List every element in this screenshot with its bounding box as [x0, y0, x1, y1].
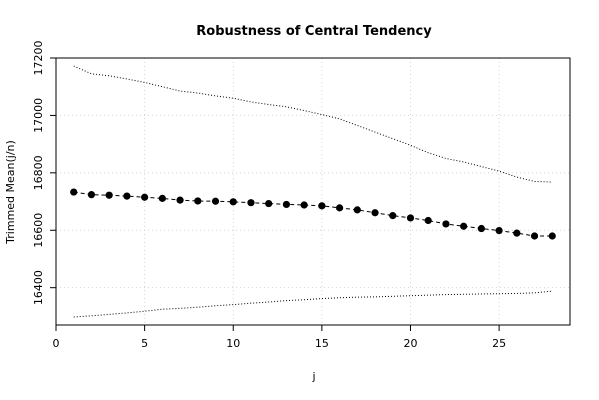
- series-layer: [70, 65, 556, 318]
- grid: [55, 57, 570, 325]
- y-tick-label: 16400: [32, 270, 45, 305]
- data-point: [389, 212, 397, 220]
- data-point: [300, 201, 308, 209]
- data-point: [282, 200, 291, 209]
- y-axis-label: Trimmed Mean(j/n): [4, 140, 17, 245]
- data-point: [406, 214, 415, 222]
- x-tick-label: 25: [492, 337, 506, 350]
- x-tick-label: 20: [403, 337, 417, 350]
- data-point: [87, 191, 96, 199]
- data-point: [530, 232, 539, 240]
- data-point: [371, 209, 379, 217]
- chart-title: Robustness of Central Tendency: [196, 24, 432, 39]
- data-point: [265, 199, 273, 208]
- data-point: [548, 232, 556, 240]
- data-point: [194, 197, 202, 205]
- data-point: [353, 206, 361, 214]
- data-point: [442, 220, 450, 228]
- series-line-1: [73, 65, 553, 183]
- data-point: [229, 198, 237, 206]
- y-tick-label: 16800: [32, 155, 45, 190]
- data-point: [123, 192, 131, 200]
- data-point: [335, 204, 344, 212]
- x-axis: 0 5 10 15 20 25: [53, 325, 506, 350]
- x-tick-label: 10: [226, 337, 240, 350]
- series-line-0: [73, 191, 553, 237]
- data-point: [318, 202, 326, 210]
- data-point: [424, 216, 432, 225]
- data-point: [141, 193, 149, 201]
- data-point: [460, 222, 468, 230]
- x-tick-label: 0: [53, 337, 60, 350]
- y-tick-label: 17000: [32, 98, 45, 133]
- series-line-2: [73, 290, 553, 318]
- data-point: [477, 224, 485, 233]
- data-point: [211, 197, 220, 205]
- plot-frame: [55, 57, 571, 326]
- data-point: [70, 188, 78, 196]
- y-axis: 16400 16600 16800 17000 17200: [32, 41, 56, 305]
- data-point: [176, 196, 184, 204]
- data-point: [158, 194, 166, 202]
- data-point: [247, 199, 255, 207]
- data-point: [495, 226, 503, 235]
- x-axis-label: j: [311, 370, 315, 383]
- y-tick-label: 16600: [32, 213, 45, 248]
- y-tick-label: 17200: [32, 41, 45, 76]
- data-point: [105, 191, 113, 199]
- x-tick-label: 5: [141, 337, 148, 350]
- x-tick-label: 15: [315, 337, 329, 350]
- data-point: [513, 229, 521, 237]
